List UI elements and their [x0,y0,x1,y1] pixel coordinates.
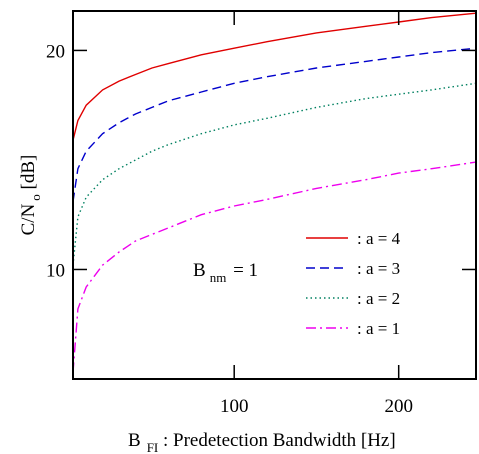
curves-layer [72,12,477,373]
legend: : a = 4 : a = 3 : a = 2 : a = 1 [306,229,401,338]
series-line-a2 [72,82,477,266]
x-axis-title-main: B [128,430,141,451]
plot-frame [72,10,477,380]
annotation-sub: nm [210,270,227,285]
x-tick-label: 100 [220,396,249,417]
y-tick-label: 20 [46,41,65,62]
legend-label: : a = 4 [357,229,401,248]
y-axis-title-sub: o [28,194,43,201]
x-tick-label: 200 [384,396,413,417]
legend-label: : a = 2 [357,289,400,308]
legend-label: : a = 1 [357,319,400,338]
x-axis-title-sub: FI [147,440,159,454]
ticks-layer: 100 200 10 20 [46,11,476,417]
y-axis-title-main: C/N [18,203,39,235]
y-axis-title: C/N o [dB] [18,155,43,236]
annotation-main: B [193,260,206,281]
annotation-rest: = 1 [228,260,258,281]
y-axis-title-rest: [dB] [18,155,39,195]
series-line-a3 [72,47,477,202]
x-axis-title-rest: : Predetection Bandwidth [Hz] [158,430,395,451]
series-line-a1 [72,161,477,373]
y-tick-label: 10 [46,260,65,281]
series-line-a4 [72,12,477,141]
legend-label: : a = 3 [357,259,400,278]
x-axis-title: B FI : Predetection Bandwidth [Hz] [128,430,396,454]
